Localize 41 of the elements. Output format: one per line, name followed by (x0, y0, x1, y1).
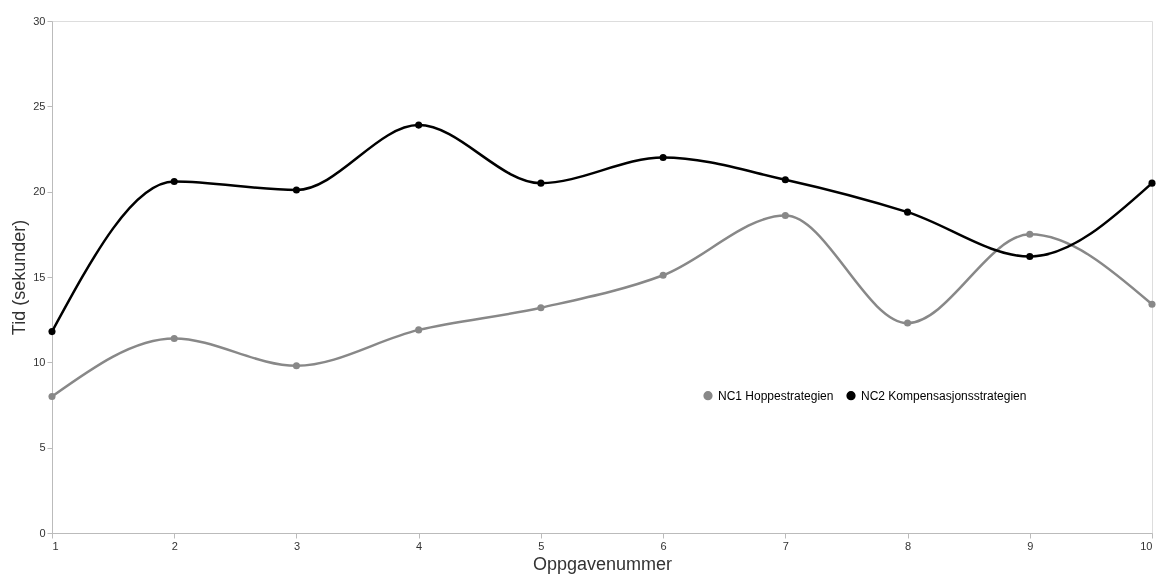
point (170, 334, 178, 342)
y-tick-label: 20 (33, 185, 46, 198)
x-tick-label: 8 (904, 539, 912, 552)
point (48, 328, 56, 336)
x-tick-label: 4 (416, 539, 423, 552)
point (781, 176, 789, 184)
point (1148, 300, 1156, 308)
x-axis-title: Oppgavenummer (532, 553, 673, 574)
point (1026, 252, 1034, 261)
y-tick-label: 15 (33, 270, 46, 283)
point (415, 326, 423, 334)
legend-label: NC1 Hoppestrategien (718, 388, 834, 403)
point (292, 186, 300, 194)
point (170, 177, 178, 185)
point (1148, 179, 1156, 187)
point (659, 271, 667, 279)
point (1026, 230, 1034, 238)
y-tick-label: 25 (33, 99, 46, 112)
x-tick-label: 5 (538, 539, 545, 552)
point (415, 121, 423, 129)
point (659, 154, 667, 162)
x-tick-label: 9 (1027, 539, 1034, 552)
point (904, 208, 912, 216)
y-tick-label: 0 (39, 526, 46, 539)
x-tick-label: 3 (293, 539, 301, 552)
point (904, 319, 912, 327)
y-axis-title: Tid (sekunder) (9, 219, 30, 336)
x-tick-label: 7 (782, 539, 789, 552)
legend-label: NC2 Kompensasjonsstrategien (861, 388, 1027, 403)
y-tick-label: 10 (33, 355, 46, 368)
point (292, 362, 300, 370)
x-tick-label: 6 (660, 539, 667, 552)
point (48, 392, 56, 400)
x-tick-label: 2 (171, 539, 178, 552)
point (537, 179, 545, 187)
point (781, 212, 789, 220)
point (537, 304, 545, 312)
y-tick-label: 5 (39, 441, 46, 454)
y-tick-label: 30 (33, 14, 46, 27)
x-tick-label: 1 (52, 539, 59, 552)
x-tick-label: 10 (1140, 539, 1153, 552)
